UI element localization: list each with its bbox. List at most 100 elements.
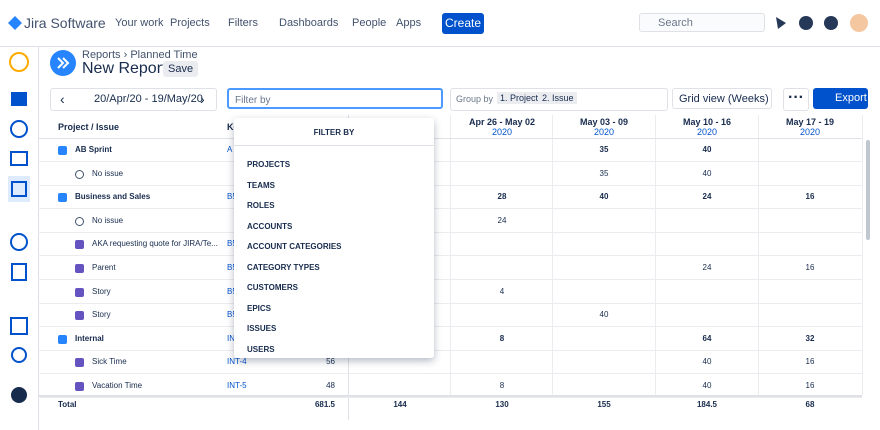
row-key[interactable]: INT-4	[227, 357, 247, 367]
menu-item[interactable]: ACCOUNTS	[247, 221, 293, 231]
cell: 28	[497, 192, 507, 202]
menu-item[interactable]: ISSUES	[247, 324, 277, 333]
cell: 35	[599, 168, 609, 178]
menu-item[interactable]: CATEGORY TYPES	[247, 262, 320, 272]
cell: 35	[599, 145, 609, 154]
row-key[interactable]: B5	[227, 286, 237, 296]
menu-item[interactable]: PROJECTS	[247, 160, 291, 169]
period-year: 2020	[593, 127, 615, 137]
nav-item[interactable]: People	[352, 17, 387, 29]
menu-item[interactable]: ACCOUNT CATEGORIES	[247, 242, 342, 251]
row-line	[38, 184, 862, 186]
crumb[interactable]: Reports	[82, 49, 121, 61]
menu-item[interactable]: ROLES	[247, 201, 275, 210]
crumb[interactable]: Planned Time	[130, 49, 198, 61]
row-key[interactable]: B5	[227, 239, 237, 249]
cell: 40	[599, 192, 609, 202]
col-line	[862, 115, 863, 395]
nav-item[interactable]: Filters	[228, 17, 258, 29]
menu-item[interactable]: EPICS	[247, 303, 272, 313]
row-name: No issue	[92, 168, 124, 178]
product-name: Jira Software	[24, 15, 106, 31]
row-icon	[75, 287, 84, 297]
row-key[interactable]: B5	[227, 192, 237, 202]
row-name: Parent	[92, 263, 116, 272]
cell: 24	[702, 192, 712, 202]
cell: 32	[805, 333, 815, 343]
row-key[interactable]: IN	[227, 333, 235, 343]
export-button[interactable]: Export	[813, 88, 868, 109]
row-icon	[58, 146, 67, 155]
period-year: 2020	[799, 127, 821, 137]
prev[interactable]: ‹	[60, 91, 65, 107]
cell: 40	[702, 145, 712, 154]
row-icon	[75, 169, 84, 179]
scrollbar	[866, 140, 870, 240]
total-cell: 130	[495, 400, 509, 409]
row-name: No issue	[92, 215, 124, 225]
report-title: New Report	[82, 60, 167, 77]
group-chip[interactable]: 1. Project	[497, 92, 542, 104]
view-select[interactable]: Grid view (Weeks)	[672, 88, 772, 109]
row-total: 56	[326, 357, 335, 367]
row-key[interactable]: B5	[227, 310, 237, 320]
total-line	[38, 395, 862, 397]
total-cell: 144	[393, 400, 407, 409]
col-line	[758, 115, 759, 395]
row-line	[38, 302, 862, 304]
total-cell: 184.5	[696, 400, 718, 409]
group-by-label: Group by	[456, 94, 494, 104]
row-key[interactable]: A	[227, 145, 233, 154]
sidebar	[0, 46, 39, 430]
breadcrumb: Reports › Planned Time	[82, 49, 198, 61]
more[interactable]: ···	[783, 88, 809, 111]
row-line	[38, 208, 862, 210]
group-chip[interactable]: 2. Issue	[539, 92, 577, 104]
nav-item[interactable]: Dashboards	[279, 17, 339, 29]
save-button[interactable]: Save	[163, 61, 199, 77]
row-key[interactable]: INT-5	[227, 381, 247, 390]
nav-item[interactable]: Apps	[396, 17, 422, 29]
report-icon	[50, 50, 76, 76]
row-line	[38, 349, 862, 351]
cell: 8	[499, 333, 505, 343]
row-line	[38, 138, 862, 139]
row-key[interactable]: B5	[227, 263, 237, 272]
menu-item[interactable]: TEAMS	[247, 180, 275, 190]
period-year: 2020	[696, 127, 718, 137]
date-picker[interactable]	[50, 88, 217, 111]
cell: 8	[499, 381, 505, 390]
total-label: Total	[58, 400, 77, 409]
create-button[interactable]: Create	[442, 13, 484, 34]
row-line	[38, 373, 862, 375]
period-title: Apr 26 - May 02	[468, 117, 536, 127]
row-icon	[75, 240, 84, 250]
search-box[interactable]: Search	[639, 13, 765, 32]
row-line	[38, 161, 862, 162]
cell: 24	[702, 263, 712, 272]
period-year: 2020	[491, 127, 513, 137]
nav-item[interactable]: Projects	[170, 17, 210, 29]
header-key: Ke	[227, 122, 239, 132]
sidebar-icons	[8, 52, 30, 403]
row-name: Sick Time	[92, 357, 127, 367]
col-line	[450, 115, 451, 395]
row-name: Business and Sales	[75, 192, 151, 202]
filter-input[interactable]: Filter by	[227, 88, 443, 109]
col-line	[552, 115, 553, 395]
total-sum: 681.5	[314, 400, 335, 409]
logo	[8, 16, 22, 30]
cell: 16	[805, 357, 815, 367]
menu-item[interactable]: CUSTOMERS	[247, 283, 298, 292]
next[interactable]: ›	[200, 91, 205, 107]
row-name: Story	[92, 286, 111, 296]
row-total: 48	[326, 381, 335, 390]
menu-item[interactable]: USERS	[247, 344, 275, 354]
row-line	[38, 231, 862, 233]
row-icon	[75, 216, 84, 226]
period-title: May 10 - 16	[682, 117, 732, 127]
row-icon	[75, 264, 84, 273]
cell: 40	[599, 310, 609, 320]
nav-item[interactable]: Your work	[115, 17, 164, 29]
cell: 4	[499, 286, 505, 296]
